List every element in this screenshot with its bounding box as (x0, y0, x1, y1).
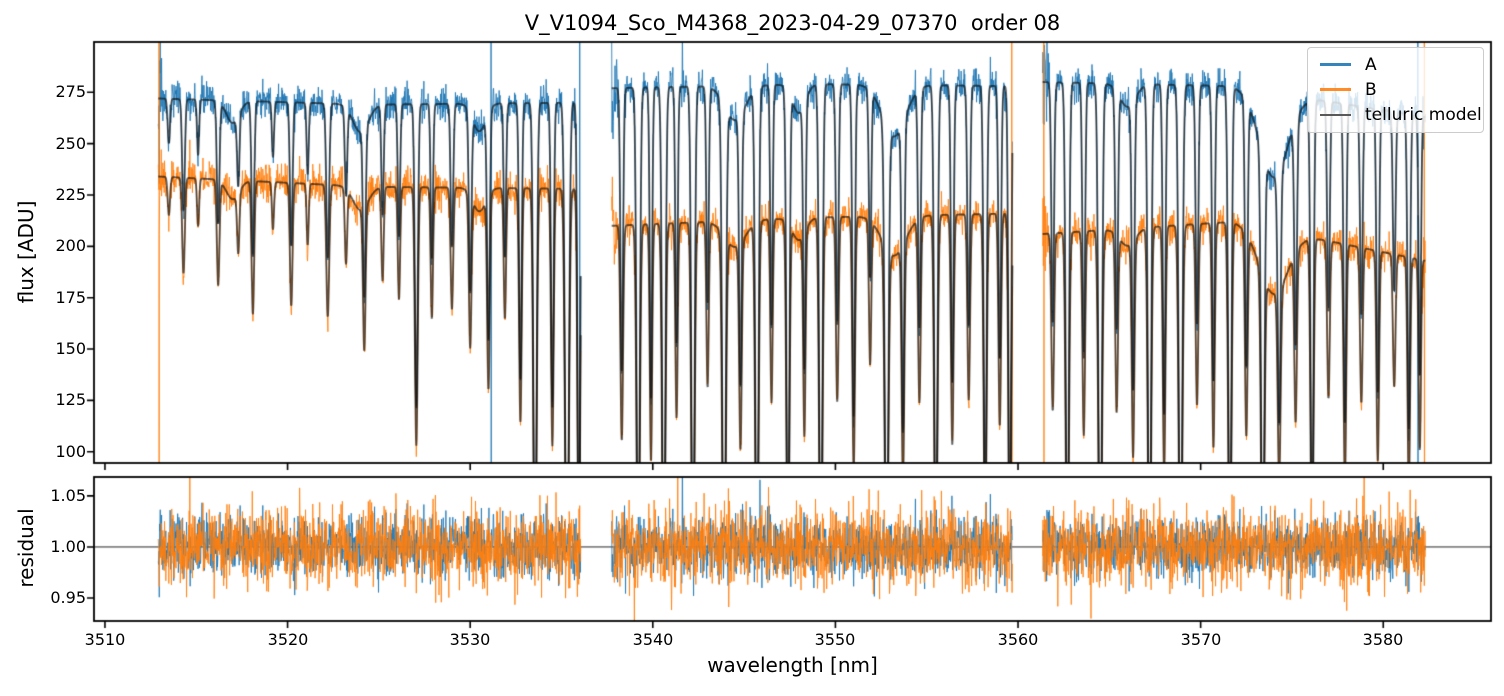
legend-label-b: B (1365, 79, 1377, 100)
x-tick-label: 3550 (814, 630, 856, 649)
x-tick-label: 3580 (1362, 630, 1404, 649)
x-tick-label: 3560 (997, 630, 1039, 649)
top-y-tick-label: 200 (55, 236, 86, 255)
top-y-tick-label: 250 (55, 134, 86, 153)
legend-item-a: A (1308, 55, 1483, 75)
x-tick-label: 3520 (267, 630, 309, 649)
top-y-tick-label: 225 (55, 185, 86, 204)
x-tick-label: 3570 (1180, 630, 1222, 649)
legend-item-telluric-model: telluric model (1308, 105, 1483, 125)
x-tick-label: 3510 (84, 630, 126, 649)
bottom-y-tick-label: 0.95 (50, 588, 86, 607)
top-y-tick-label: 175 (55, 288, 86, 307)
legend-line-a (1320, 63, 1351, 67)
bottom-y-tick-label: 1.05 (50, 486, 86, 505)
x-axis-label: wavelength [nm] (707, 653, 878, 677)
legend-line-telluric-model (1320, 114, 1351, 117)
top-y-tick-label: 125 (55, 390, 86, 409)
legend-line-b (1320, 88, 1351, 92)
legend-label-telluric-model: telluric model (1365, 105, 1482, 126)
chart-title: V_V1094_Sco_M4368_2023-04-29_07370 order… (524, 11, 1061, 35)
top-y-tick-label: 275 (55, 82, 86, 101)
legend: A B telluric model (1307, 47, 1484, 133)
top-y-tick-label: 100 (55, 442, 86, 461)
top-y-tick-label: 150 (55, 339, 86, 358)
legend-item-b: B (1308, 80, 1483, 100)
x-tick-label: 3530 (449, 630, 491, 649)
x-tick-label: 3540 (632, 630, 674, 649)
legend-label-a: A (1365, 54, 1377, 75)
bottom-y-tick-label: 1.00 (50, 537, 86, 556)
